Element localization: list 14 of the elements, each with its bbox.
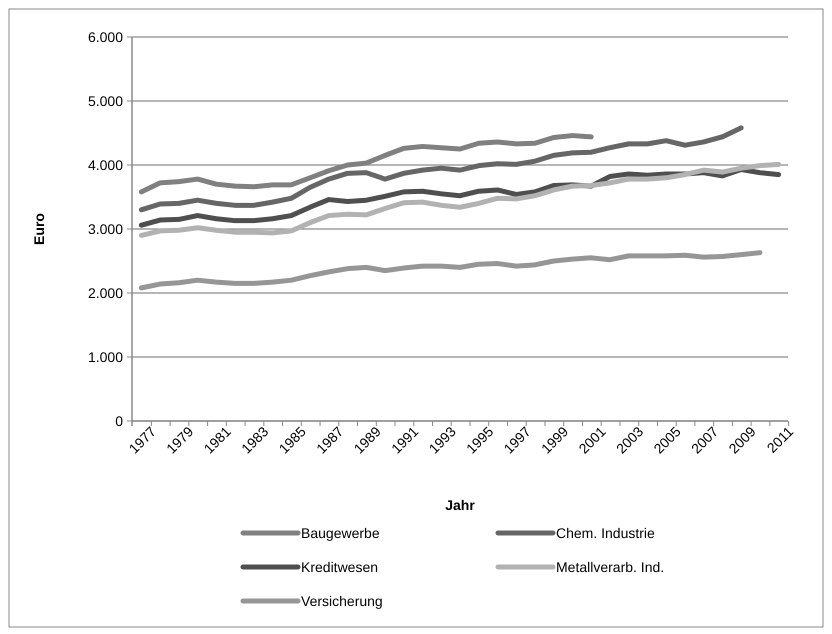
legend-label: Metallverarb. Ind. (556, 558, 664, 575)
legend-label: Baugewerbe (301, 524, 380, 541)
y-axis-title: Euro (31, 213, 47, 245)
legend-label: Chem. Industrie (556, 524, 656, 541)
legend-label: Versicherung (301, 592, 383, 609)
y-tick-label: 1.000 (88, 348, 124, 365)
y-tick-label: 3.000 (88, 220, 124, 237)
y-tick-label: 2.000 (88, 284, 124, 301)
x-axis-title: Jahr (445, 497, 476, 513)
y-tick-label: 4.000 (88, 156, 124, 173)
y-tick-label: 6.000 (88, 28, 124, 45)
y-tick-label: 5.000 (88, 92, 124, 109)
y-tick-label: 0 (115, 412, 124, 429)
legend-label: Kreditwesen (301, 558, 378, 575)
